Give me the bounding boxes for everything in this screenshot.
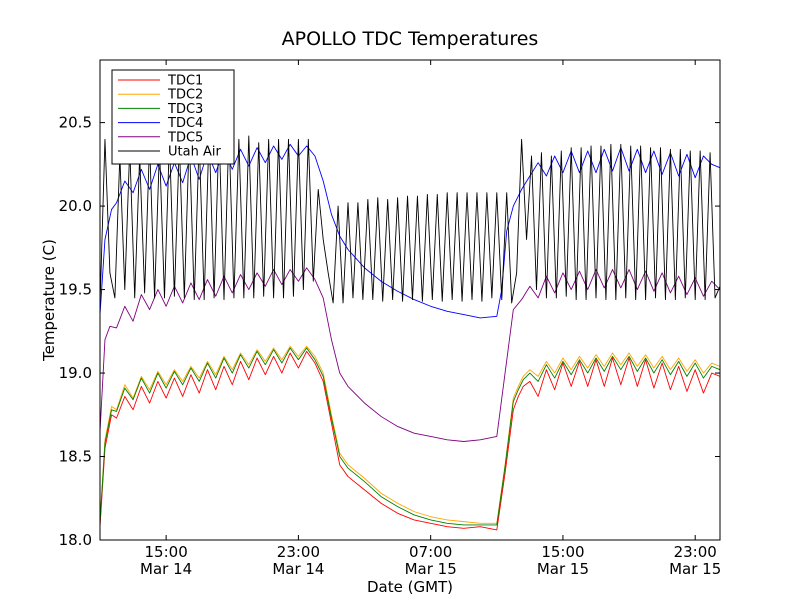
x-tick-date-label: Mar 15 <box>405 560 457 578</box>
x-tick-time-label: 23:00 <box>674 543 717 561</box>
x-tick-date-label: Mar 15 <box>669 560 721 578</box>
x-tick-date-label: Mar 14 <box>272 560 324 578</box>
series-line-tdc3 <box>99 347 721 526</box>
x-tick-time-label: 23:00 <box>277 543 320 561</box>
legend-label: TDC1 <box>167 74 203 89</box>
y-tick-label: 18.5 <box>59 448 92 466</box>
x-tick-time-label: 15:00 <box>145 543 188 561</box>
legend-label: TDC2 <box>167 88 203 103</box>
y-tick-label: 20.5 <box>59 114 92 132</box>
series-line-tdc2 <box>99 345 721 524</box>
legend-label: TDC3 <box>167 102 203 117</box>
y-tick-label: 18.0 <box>59 531 92 549</box>
series-line-tdc5 <box>99 267 721 442</box>
y-tick-label: 19.5 <box>59 281 92 299</box>
y-tick-label: 20.0 <box>59 197 92 215</box>
legend-label: TDC4 <box>167 116 203 131</box>
y-tick-label: 19.0 <box>59 364 92 382</box>
x-tick-time-label: 15:00 <box>541 543 584 561</box>
x-axis-label: Date (GMT) <box>367 578 453 596</box>
series-line-utah-air <box>99 130 721 307</box>
legend-box <box>111 69 235 165</box>
chart-title: APOLLO TDC Temperatures <box>282 28 539 50</box>
series-line-tdc1 <box>99 350 721 531</box>
legend-label: TDC5 <box>167 130 203 145</box>
plot-frame <box>99 59 721 541</box>
legend-label: Utah Air <box>168 145 221 160</box>
x-tick-date-label: Mar 15 <box>537 560 589 578</box>
x-tick-time-label: 07:00 <box>409 543 452 561</box>
x-tick-date-label: Mar 14 <box>140 560 192 578</box>
y-axis-label: Temperature (C) <box>40 239 58 362</box>
series-line-tdc4 <box>99 143 721 319</box>
series-layer <box>99 130 721 531</box>
